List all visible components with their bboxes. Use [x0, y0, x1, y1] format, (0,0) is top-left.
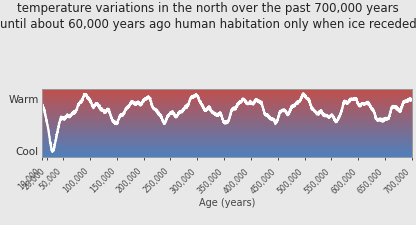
Text: temperature variations in the north over the past 700,000 years
until about 60,0: temperature variations in the north over…	[0, 2, 416, 31]
X-axis label: Age (years): Age (years)	[198, 197, 255, 207]
